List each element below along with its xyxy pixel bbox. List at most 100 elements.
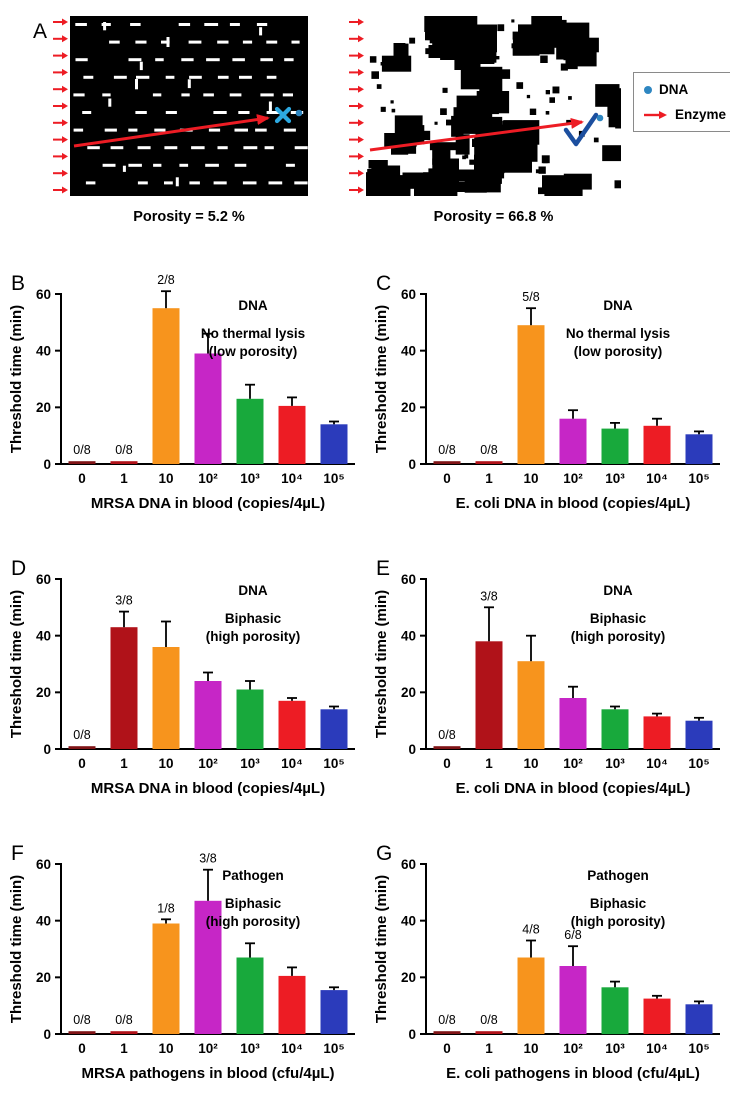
panel-label-a: A	[33, 20, 48, 43]
bar-10	[152, 923, 180, 1034]
bar-10⁵	[685, 720, 713, 749]
x-tick-label: 10⁴	[281, 756, 303, 771]
x-tick-label: 10	[523, 1041, 538, 1056]
x-tick-label: 1	[485, 471, 493, 486]
bar-0	[68, 461, 96, 464]
x-axis-label: E. coli DNA in blood (copies/4µL)	[456, 780, 691, 797]
x-tick-label: 10³	[240, 1041, 260, 1056]
x-tick-label: 10⁵	[323, 756, 344, 771]
y-tick-label: 0	[408, 1027, 416, 1042]
x-tick-label: 10³	[605, 756, 625, 771]
bar-1	[110, 627, 138, 749]
x-tick-label: 10	[523, 756, 538, 771]
y-tick-label: 0	[43, 457, 51, 472]
x-tick-label: 10⁵	[688, 756, 709, 771]
y-tick-label: 40	[401, 913, 416, 928]
chart-cell-F: F 0 20 40 60 0 1 10 10² 10³ 10⁴ 10⁵ 0/8 0/8 1/8 3/8 Path…	[0, 832, 365, 1117]
x-tick-label: 1	[120, 471, 128, 486]
bar-10⁵	[685, 1004, 713, 1035]
y-tick-label: 60	[401, 572, 416, 587]
y-tick-label: 20	[401, 970, 416, 985]
legend-label-dna: DNA	[659, 82, 689, 97]
chart-title-line: (high porosity)	[206, 629, 301, 644]
chart-title-line: No thermal lysis	[566, 326, 670, 341]
legend-item-dna: DNA	[644, 82, 726, 97]
x-tick-label: 10³	[605, 471, 625, 486]
enzyme-arrow-icon	[644, 110, 667, 119]
x-tick-label: 10⁴	[646, 1041, 668, 1056]
x-tick-label: 10	[523, 471, 538, 486]
y-tick-label: 60	[401, 857, 416, 872]
bar-count-annotation: 3/8	[480, 589, 497, 603]
y-tick-label: 40	[401, 628, 416, 643]
panel-label: D	[11, 557, 26, 580]
bar-count-annotation: 1/8	[157, 901, 174, 915]
panel-label: E	[376, 557, 390, 580]
chart-cell-B: B 0 20 40 60 0 1 10 10² 10³ 10⁴ 10⁵ 0/8 0/8 2/8 DNA No t…	[0, 262, 365, 547]
bar-10⁴	[278, 975, 306, 1034]
bar-10³	[601, 987, 629, 1035]
x-tick-label: 10⁴	[646, 756, 668, 771]
bar-10⁵	[320, 709, 348, 749]
x-tick-label: 10²	[198, 756, 218, 771]
bar-0	[68, 1031, 96, 1034]
chart-G: G 0 20 40 60 0 1 10 10² 10³ 10⁴ 10⁵ 0/8 0/8 4/8 6/8 Path…	[373, 842, 720, 1082]
y-tick-label: 20	[401, 400, 416, 415]
x-axis-label: MRSA DNA in blood (copies/4µL)	[91, 495, 325, 512]
bar-0	[433, 746, 461, 749]
chart-cell-G: G 0 20 40 60 0 1 10 10² 10³ 10⁴ 10⁵ 0/8 0/8 4/8 6/8 Path…	[365, 832, 730, 1117]
bar-10⁵	[320, 990, 348, 1034]
bar-10²	[559, 418, 587, 464]
y-tick-label: 20	[36, 970, 51, 985]
y-tick-label: 40	[401, 343, 416, 358]
x-tick-label: 1	[120, 1041, 128, 1056]
x-tick-label: 10⁴	[646, 471, 668, 486]
bar-chart-grid: B 0 20 40 60 0 1 10 10² 10³ 10⁴ 10⁵ 0/8 0/8 2/8 DNA No t…	[0, 262, 730, 1117]
x-tick-label: 10²	[198, 1041, 218, 1056]
bar-0	[68, 746, 96, 749]
bar-10²	[194, 681, 222, 749]
bar-10	[152, 647, 180, 749]
bar-10³	[236, 398, 264, 464]
chart-title-line: (low porosity)	[209, 344, 298, 359]
x-axis-label: E. coli DNA in blood (copies/4µL)	[456, 495, 691, 512]
bar-count-annotation: 0/8	[480, 1013, 497, 1027]
x-tick-label: 10⁵	[323, 1041, 344, 1056]
bar-10⁴	[643, 716, 671, 749]
x-tick-label: 0	[78, 471, 86, 486]
bar-count-annotation: 6/8	[564, 928, 581, 942]
chart-title-line: DNA	[603, 298, 632, 313]
bar-10²	[559, 698, 587, 749]
chart-B: B 0 20 40 60 0 1 10 10² 10³ 10⁴ 10⁵ 0/8 0/8 2/8 DNA No t…	[8, 272, 355, 512]
panel-label: C	[376, 272, 391, 295]
x-tick-label: 0	[443, 1041, 451, 1056]
high-porosity-figure: Porosity = 66.8 %	[348, 14, 621, 225]
bar-10	[517, 957, 545, 1034]
solid-blobs	[366, 16, 621, 196]
bar-count-annotation: 0/8	[438, 728, 455, 742]
x-tick-label: 0	[78, 756, 86, 771]
y-axis-label: Threshold time (min)	[8, 305, 25, 453]
x-tick-label: 10	[158, 471, 173, 486]
chart-title-line: (high porosity)	[571, 914, 666, 929]
bar-10²	[559, 966, 587, 1034]
y-axis-label: Threshold time (min)	[8, 590, 25, 738]
pore-pattern	[73, 22, 308, 187]
bar-0	[433, 461, 461, 464]
dna-dot	[295, 109, 303, 117]
high-porosity-image	[349, 16, 621, 196]
x-tick-label: 10²	[563, 1041, 583, 1056]
y-tick-label: 20	[36, 400, 51, 415]
blocked-x-icon	[274, 106, 292, 124]
bar-10²	[194, 353, 222, 464]
bar-1	[475, 1031, 503, 1034]
bar-10⁵	[685, 434, 713, 465]
x-tick-label: 10³	[605, 1041, 625, 1056]
enzyme-inlet-arrows	[53, 18, 68, 194]
chart-title-line: DNA	[238, 583, 267, 598]
bar-10³	[236, 689, 264, 749]
legend-item-enzyme: Enzyme	[644, 107, 726, 122]
bar-10³	[601, 428, 629, 464]
bar-count-annotation: 0/8	[115, 1013, 132, 1027]
chart-cell-E: E 0 20 40 60 0 1 10 10² 10³ 10⁴ 10⁵ 0/8 3/8 DNA Biphasi…	[365, 547, 730, 832]
